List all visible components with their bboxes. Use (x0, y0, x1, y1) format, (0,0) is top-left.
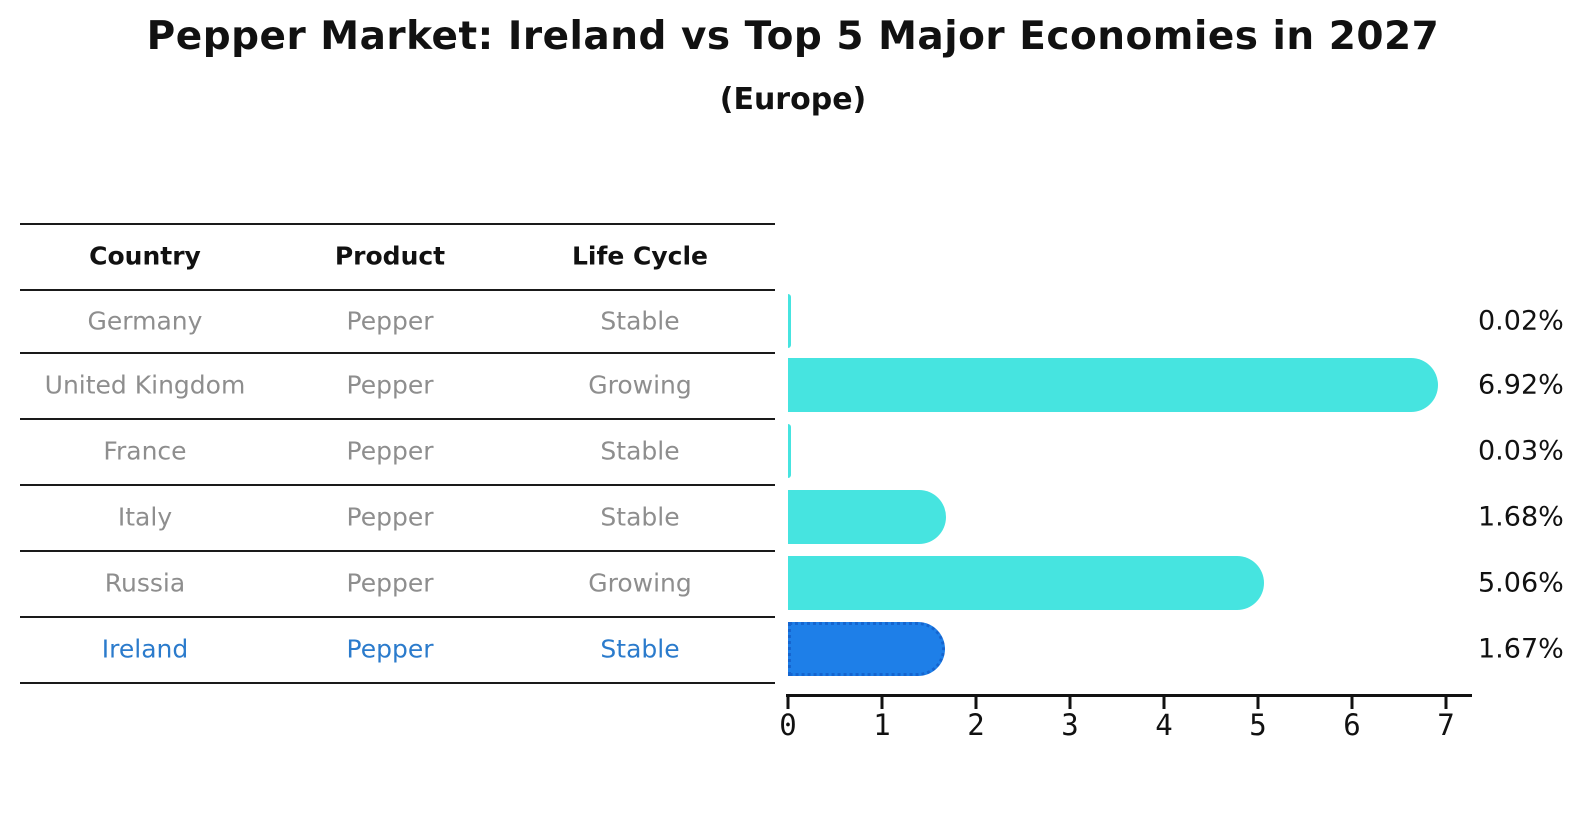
table-cell-country: Italy (117, 502, 173, 532)
x-tick-label-4: 4 (1155, 708, 1173, 742)
table-cell-life_cycle: Stable (600, 502, 680, 532)
x-tick-4 (1162, 694, 1166, 709)
table-cell-life_cycle: Stable (600, 634, 680, 664)
column-header-product: Product (334, 241, 446, 271)
table-cell-country: United Kingdom (44, 370, 246, 400)
table-rule-3 (20, 418, 775, 420)
bar-value-label: 6.92% (1478, 369, 1564, 401)
x-tick-label-2: 2 (967, 708, 985, 742)
table-rule-6 (20, 616, 775, 618)
x-tick-label-5: 5 (1249, 708, 1267, 742)
x-tick-label-1: 1 (873, 708, 891, 742)
chart-subtitle: (Europe) (719, 82, 867, 117)
bar-value-label: 0.02% (1478, 305, 1564, 336)
bar-ireland (788, 622, 945, 676)
table-cell-life_cycle: Stable (600, 436, 680, 466)
table-rule-7 (20, 682, 775, 684)
x-axis-line (786, 694, 1472, 697)
table-cell-product: Pepper (346, 634, 434, 664)
table-cell-country: Russia (104, 568, 186, 598)
x-tick-1 (880, 694, 884, 709)
table-cell-country: France (103, 436, 187, 466)
table-cell-product: Pepper (346, 306, 434, 335)
table-rule-1 (20, 289, 775, 291)
table-cell-life_cycle: Growing (588, 370, 692, 400)
table-rule-5 (20, 550, 775, 552)
x-tick-label-7: 7 (1437, 708, 1455, 742)
x-tick-6 (1350, 694, 1354, 709)
table-rule-4 (20, 484, 775, 486)
x-tick-label-3: 3 (1061, 708, 1079, 742)
x-tick-7 (1444, 694, 1448, 709)
bar-italy (788, 490, 946, 544)
x-tick-2 (974, 694, 978, 709)
chart-title: Pepper Market: Ireland vs Top 5 Major Ec… (146, 14, 1440, 59)
x-tick-label-6: 6 (1343, 708, 1361, 742)
x-tick-3 (1068, 694, 1072, 709)
bar-value-label: 0.03% (1478, 435, 1564, 467)
bar-germany (788, 293, 791, 348)
table-cell-life_cycle: Stable (600, 306, 680, 335)
table-rule-0 (20, 223, 775, 225)
column-header-life_cycle: Life Cycle (571, 241, 709, 271)
bar-russia (788, 556, 1264, 610)
table-rule-2 (20, 352, 775, 354)
table-cell-life_cycle: Growing (588, 568, 692, 598)
table-cell-country: Ireland (101, 634, 189, 664)
x-tick-0 (786, 694, 790, 709)
bar-value-label: 1.67% (1478, 633, 1564, 665)
bar-france (788, 424, 791, 478)
x-tick-5 (1256, 694, 1260, 709)
table-cell-product: Pepper (346, 370, 434, 400)
table-cell-product: Pepper (346, 436, 434, 466)
table-cell-product: Pepper (346, 568, 434, 598)
column-header-country: Country (89, 241, 201, 271)
bar-united-kingdom (788, 358, 1439, 412)
bar-value-label: 1.68% (1478, 501, 1564, 533)
bar-value-label: 5.06% (1478, 567, 1564, 599)
table-cell-product: Pepper (346, 502, 434, 532)
x-tick-label-0: 0 (779, 708, 797, 742)
table-cell-country: Germany (87, 306, 203, 335)
